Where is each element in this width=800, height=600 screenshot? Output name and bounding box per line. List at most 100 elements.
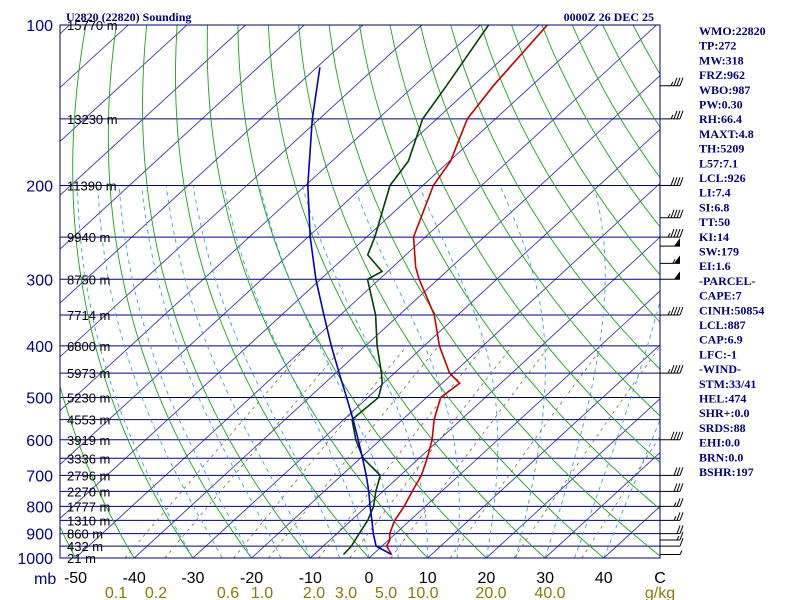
dry-adiabat-line xyxy=(419,25,660,417)
mixing-ratio-label: 5.0 xyxy=(375,585,397,600)
mixing-ratio-label: 1.0 xyxy=(251,585,273,600)
index-value: SW:179 xyxy=(699,245,739,259)
dry-adiabat-line xyxy=(142,25,311,558)
index-value: MW:318 xyxy=(699,53,744,67)
pressure-tick-label: 300 xyxy=(26,272,53,289)
isotherm-line xyxy=(60,25,188,143)
index-value: CINH:50854 xyxy=(699,303,764,317)
index-value: SRDS:88 xyxy=(699,421,746,435)
wind-barb xyxy=(660,228,684,238)
wind-barb xyxy=(660,431,684,441)
temperature-tick-label: 0 xyxy=(365,570,374,587)
index-value: EHI:0.0 xyxy=(699,436,740,450)
pressure-tick-label: 600 xyxy=(26,433,53,450)
index-value: LCL:887 xyxy=(699,318,746,332)
index-value: TT:50 xyxy=(699,215,730,229)
temperature-tick-label: -50 xyxy=(64,570,87,587)
temperature-tick-label: C xyxy=(654,570,666,587)
wind-barb xyxy=(660,177,684,186)
dry-adiabat-line xyxy=(571,25,660,179)
wind-barb xyxy=(660,550,683,556)
moist-adiabat-line xyxy=(141,185,282,558)
isotherm-line xyxy=(60,25,599,519)
index-value: TP:272 xyxy=(699,39,736,53)
wind-barb xyxy=(660,209,684,219)
height-label: 5230 m xyxy=(67,391,110,406)
moist-adiabat-line xyxy=(603,418,660,558)
valid-time: 0000Z 26 DEC 25 xyxy=(564,10,654,24)
index-value: RH:66.4 xyxy=(699,112,742,126)
isotherm-line xyxy=(60,25,305,250)
dry-adiabat-line xyxy=(206,25,429,558)
pressure-tick-label: 700 xyxy=(26,468,53,485)
height-label: 9940 m xyxy=(67,230,110,245)
wind-barb xyxy=(660,271,680,280)
wind-barb xyxy=(660,77,684,87)
temperature-labels: -50 -40 -30 -20 -10 0 10 20 30 40 C xyxy=(64,570,666,587)
mixing-ratio-line xyxy=(390,345,550,558)
height-label: 1777 m xyxy=(67,499,110,514)
pressure-tick-label: 500 xyxy=(26,391,53,408)
isotherm-line xyxy=(60,25,423,358)
pressure-tick-label: 200 xyxy=(26,178,53,195)
temperature-tick-label: -20 xyxy=(240,570,263,587)
index-value: SHR+:0.0 xyxy=(699,406,750,420)
isotherm-line xyxy=(486,398,660,558)
mixing-ratio-label: 3.0 xyxy=(335,585,357,600)
isotherm-line xyxy=(427,344,660,558)
wind-barb xyxy=(660,110,684,120)
temperature-tick-label: 40 xyxy=(595,570,613,587)
dewpoint-profile xyxy=(342,25,490,556)
moist-adiabat-line xyxy=(353,185,460,558)
plot-frame xyxy=(59,24,661,559)
moist-adiabat-line xyxy=(574,299,660,558)
mixing-ratio-label: 20.0 xyxy=(475,585,506,600)
dry-adiabat-line xyxy=(480,25,660,323)
index-value: L57:7.1 xyxy=(699,156,738,170)
dry-adiabat-line xyxy=(328,25,660,557)
dry-adiabat-line xyxy=(511,25,660,276)
mixing-ratio-line xyxy=(513,345,660,558)
mixing-ratio-line xyxy=(164,345,345,558)
index-value: EI:1.6 xyxy=(699,259,731,273)
index-value: MAXT:4.8 xyxy=(699,127,754,141)
mixing-ratio-label: g/kg xyxy=(645,585,675,600)
moist-adiabat-line xyxy=(499,185,546,558)
height-label: 3919 m xyxy=(67,433,110,448)
isotherm-line xyxy=(544,451,660,558)
dry-adiabat-line xyxy=(755,25,800,558)
wind-barbs xyxy=(660,77,684,556)
pressure-tick-label: 900 xyxy=(26,527,53,544)
isotherm-line xyxy=(60,25,246,196)
mixing-ratio-label: 0.1 xyxy=(105,585,127,600)
index-value: PW:0.30 xyxy=(699,98,743,112)
isotherm-line xyxy=(60,25,540,466)
isotherm-line xyxy=(75,25,657,558)
mixing-ratio-label: 0.6 xyxy=(217,585,239,600)
parcel-path xyxy=(306,67,392,556)
temperature-profile xyxy=(385,25,548,555)
wind-barb xyxy=(660,531,684,541)
index-value: LCL:926 xyxy=(699,171,746,185)
mixing-ratio-labels: 0.1 0.2 0.6 1.0 2.0 3.0 5.0 10.0 20.0 40.0 g/kg xyxy=(105,585,675,600)
mixing-ratio-line xyxy=(349,345,513,558)
isotherm-line xyxy=(251,182,660,558)
dry-adiabat-line xyxy=(107,25,252,558)
moist-adiabat-line xyxy=(544,185,606,558)
station-title: U2820 (22820) Sounding xyxy=(66,10,191,24)
index-value: KI:14 xyxy=(699,230,729,244)
index-value: BRN:0.0 xyxy=(699,450,743,464)
index-value: TH:5209 xyxy=(699,142,744,156)
moist-adiabat-line xyxy=(301,185,429,558)
height-label: 11390 m xyxy=(67,178,117,193)
index-value: -PARCEL- xyxy=(699,274,755,288)
temperature-tick-label: -30 xyxy=(181,570,204,587)
y-unit-label: mb xyxy=(34,571,56,588)
pressure-labels: 100 200 300 400 500 600 700 800 900 1000 xyxy=(17,18,53,568)
height-label: 4553 m xyxy=(67,413,110,428)
mixing-ratio-line xyxy=(124,345,308,558)
isotherm-line xyxy=(60,25,364,304)
index-value: LFC:-1 xyxy=(699,347,737,361)
temperature-tick-label: -10 xyxy=(299,570,322,587)
